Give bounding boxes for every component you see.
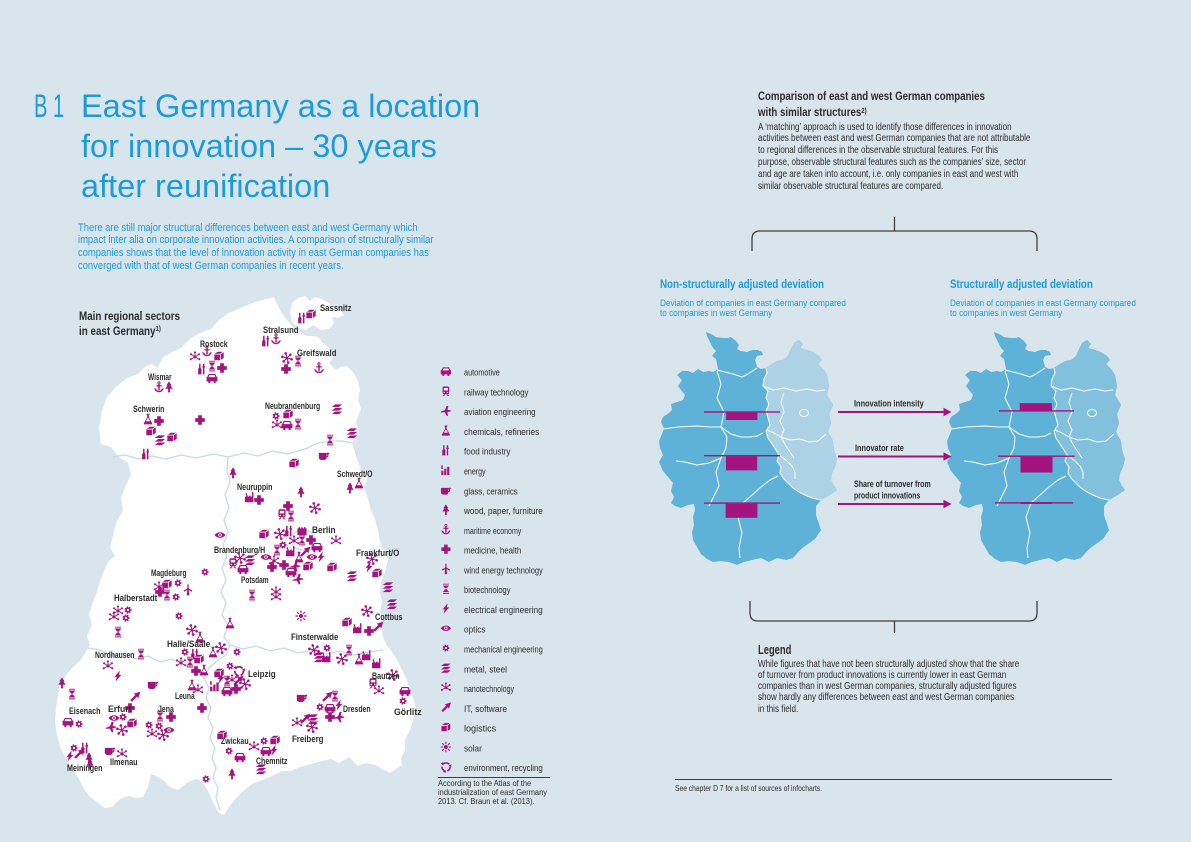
svg-text:optics: optics — [464, 625, 486, 635]
svg-text:Leuna: Leuna — [175, 691, 195, 701]
svg-text:Potsdam: Potsdam — [241, 575, 269, 585]
svg-text:aviation engineering: aviation engineering — [464, 407, 536, 417]
svg-text:energy: energy — [464, 467, 486, 477]
svg-text:Stralsund: Stralsund — [263, 325, 299, 335]
svg-text:IT, software: IT, software — [464, 704, 507, 714]
svg-text:solar: solar — [464, 743, 482, 753]
svg-text:Chemnitz: Chemnitz — [256, 756, 288, 766]
svg-text:maritime economy: maritime economy — [464, 526, 522, 536]
svg-text:glass, ceramics: glass, ceramics — [464, 486, 518, 496]
svg-text:Halberstadt: Halberstadt — [114, 593, 157, 603]
svg-text:Halle/Saale: Halle/Saale — [167, 639, 210, 649]
svg-text:Nordhausen: Nordhausen — [95, 650, 134, 660]
svg-text:nanotechnology: nanotechnology — [464, 684, 515, 694]
svg-text:wood, paper, furniture: wood, paper, furniture — [463, 506, 543, 516]
svg-text:Freiberg: Freiberg — [292, 734, 324, 744]
svg-text:automotive: automotive — [464, 368, 500, 378]
svg-text:Berlin: Berlin — [312, 525, 336, 535]
svg-text:Magdeburg: Magdeburg — [151, 568, 187, 578]
svg-text:medicine, health: medicine, health — [464, 546, 521, 556]
svg-text:Share of turnover from: Share of turnover from — [854, 479, 931, 489]
svg-text:Neubrandenburg: Neubrandenburg — [265, 401, 320, 411]
svg-text:Innovator rate: Innovator rate — [855, 443, 904, 453]
svg-text:Jena: Jena — [158, 704, 175, 714]
svg-text:logistics: logistics — [464, 724, 497, 734]
svg-text:Schwerin: Schwerin — [133, 404, 165, 414]
svg-text:Bautzen: Bautzen — [372, 671, 400, 681]
svg-text:metal, steel: metal, steel — [464, 664, 507, 674]
svg-text:electrical engineering: electrical engineering — [464, 605, 543, 615]
svg-text:product innovations: product innovations — [854, 491, 920, 501]
svg-text:Görlitz: Görlitz — [394, 707, 422, 717]
svg-text:Rostock: Rostock — [200, 339, 228, 349]
svg-text:Erfurt: Erfurt — [108, 704, 132, 714]
svg-text:Finsterwalde: Finsterwalde — [291, 632, 338, 642]
svg-text:Wismar: Wismar — [148, 372, 172, 382]
svg-text:Dresden: Dresden — [343, 704, 371, 714]
svg-text:Frankfurt/O: Frankfurt/O — [356, 548, 399, 558]
svg-text:Sassnitz: Sassnitz — [320, 303, 352, 313]
svg-text:Neuruppin: Neuruppin — [237, 482, 273, 492]
svg-text:Greifswald: Greifswald — [297, 348, 336, 358]
svg-text:chemicals, refineries: chemicals, refineries — [464, 427, 540, 437]
svg-text:mechanical engineering: mechanical engineering — [464, 645, 543, 655]
svg-text:Innovation intensity: Innovation intensity — [854, 399, 924, 409]
svg-text:Brandenburg/H: Brandenburg/H — [214, 545, 265, 555]
svg-text:Cottbus: Cottbus — [375, 612, 403, 622]
svg-text:environment, recycling: environment, recycling — [464, 763, 543, 773]
svg-text:Ilmenau: Ilmenau — [110, 757, 138, 767]
svg-text:Meiningen: Meiningen — [67, 763, 103, 773]
svg-text:Schwedt/O: Schwedt/O — [337, 469, 373, 479]
svg-text:wind energy technology: wind energy technology — [463, 565, 543, 575]
svg-text:Leipzig: Leipzig — [248, 669, 276, 679]
svg-text:Eisenach: Eisenach — [69, 706, 101, 716]
svg-text:food industry: food industry — [464, 447, 511, 457]
svg-text:biotechnology: biotechnology — [464, 585, 511, 595]
svg-text:Zwickau: Zwickau — [221, 736, 249, 746]
svg-text:railway technology: railway technology — [464, 387, 529, 397]
